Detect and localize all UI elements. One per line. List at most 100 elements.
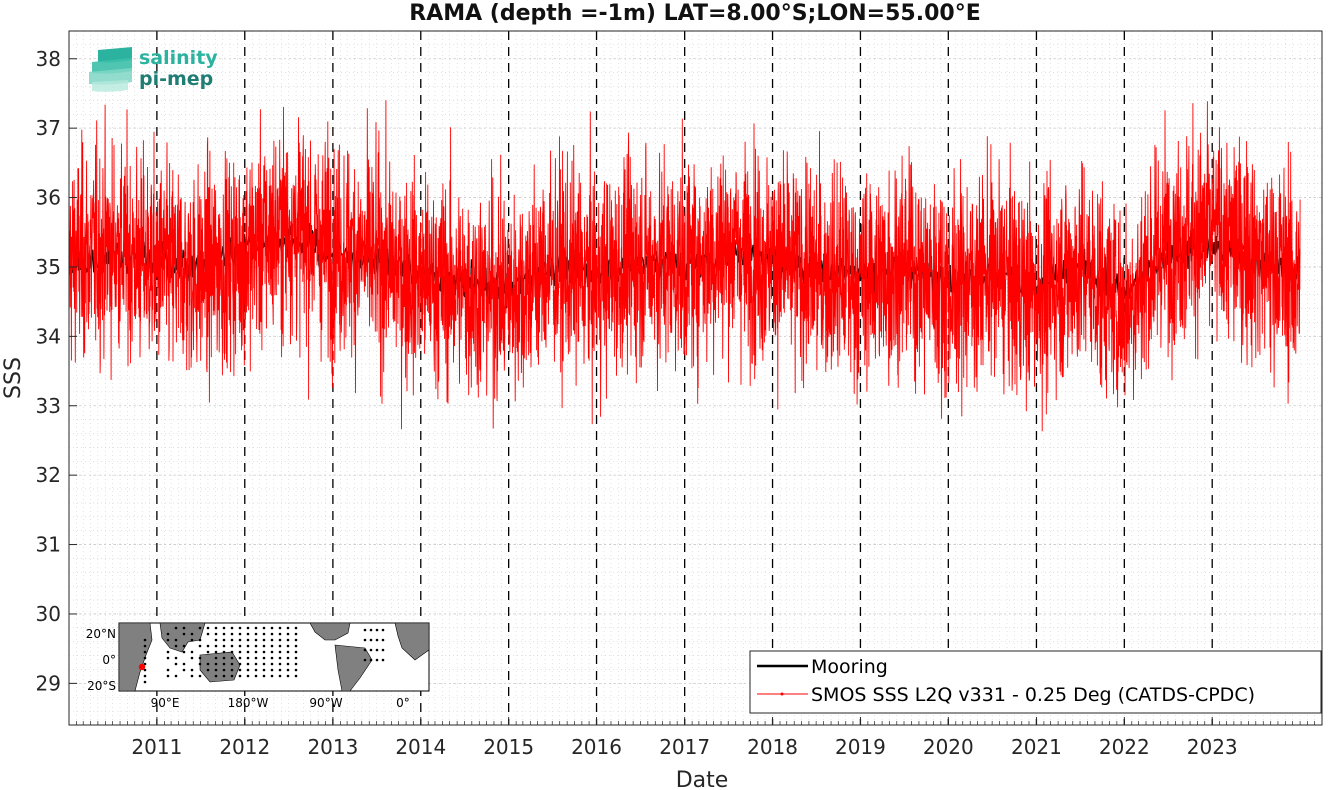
map-lat-label-20n: 20°N	[86, 627, 116, 641]
x-tick-label: 2013	[307, 735, 358, 759]
array-dot	[262, 668, 266, 672]
series-line-smos	[68, 100, 1301, 432]
array-dot	[270, 638, 274, 642]
array-dot	[182, 632, 186, 636]
array-dot	[174, 662, 178, 666]
array-dot	[294, 668, 298, 672]
legend-swatch-smos-marker	[780, 692, 784, 696]
array-dot	[286, 662, 290, 666]
array-dot	[262, 662, 266, 666]
array-dot	[198, 662, 202, 666]
array-dot	[363, 638, 367, 642]
array-dot	[381, 628, 385, 632]
array-dot	[278, 626, 282, 630]
map-lon-label-0: 0°	[396, 696, 410, 710]
array-dot	[206, 644, 210, 648]
array-dot	[222, 674, 226, 678]
array-dot	[270, 650, 274, 654]
y-tick-label: 37	[36, 116, 61, 140]
map-lat-label-20s: 20°S	[87, 679, 116, 693]
array-dot	[174, 656, 178, 660]
array-dot	[230, 662, 234, 666]
legend-label-smos: SMOS SSS L2Q v331 - 0.25 Deg (CATDS-CPDC…	[811, 684, 1255, 706]
array-dot	[286, 650, 290, 654]
array-dot	[190, 674, 194, 678]
array-dot	[286, 674, 290, 678]
array-dot	[286, 632, 290, 636]
series-smos	[68, 100, 1301, 432]
array-dot	[262, 638, 266, 642]
x-tick-label: 2019	[835, 735, 886, 759]
array-dot	[381, 638, 385, 642]
y-tick-label: 31	[36, 533, 61, 557]
array-dot	[174, 626, 178, 630]
array-dot	[214, 632, 218, 636]
array-dot	[278, 662, 282, 666]
year-boundary-lines	[156, 31, 1213, 725]
array-dot	[198, 638, 202, 642]
array-dot	[381, 648, 385, 652]
array-dot	[254, 650, 258, 654]
array-dot	[286, 626, 290, 630]
plot-area	[69, 31, 1322, 725]
array-dot	[230, 650, 234, 654]
array-dot	[174, 644, 178, 648]
array-dot	[238, 632, 242, 636]
array-dot	[214, 656, 218, 660]
array-dot	[214, 626, 218, 630]
array-dot	[278, 638, 282, 642]
array-dot	[238, 662, 242, 666]
x-tick-label: 2012	[219, 735, 270, 759]
array-dot	[198, 656, 202, 660]
array-dot	[190, 632, 194, 636]
array-dot	[238, 650, 242, 654]
array-dot	[363, 628, 367, 632]
legend-label-mooring: Mooring	[811, 656, 888, 678]
array-dot	[294, 656, 298, 660]
array-dot	[363, 648, 367, 652]
array-dot	[254, 674, 258, 678]
x-tick-label: 2016	[571, 735, 622, 759]
array-dot	[182, 668, 186, 672]
array-dot	[230, 626, 234, 630]
array-dot	[222, 668, 226, 672]
array-dot	[246, 650, 250, 654]
legend: Mooring SMOS SSS L2Q v331 - 0.25 Deg (CA…	[749, 650, 1322, 714]
array-dot	[143, 680, 147, 684]
plot-border	[68, 30, 1323, 726]
array-dot	[198, 626, 202, 630]
array-dot	[286, 656, 290, 660]
y-tick-label: 38	[36, 47, 61, 71]
legend-box	[749, 650, 1322, 714]
y-tick-label: 36	[36, 186, 61, 210]
array-dot	[222, 638, 226, 642]
array-dot	[254, 632, 258, 636]
array-dot	[182, 662, 186, 666]
array-dot	[270, 674, 274, 678]
array-dot	[278, 668, 282, 672]
array-dot	[166, 656, 170, 660]
array-dot	[278, 632, 282, 636]
x-tick-label: 2020	[923, 735, 974, 759]
array-dot	[294, 638, 298, 642]
array-dot	[214, 644, 218, 648]
selected-mooring-marker	[138, 663, 146, 671]
array-dot	[246, 632, 250, 636]
array-dot	[278, 644, 282, 648]
array-dot	[222, 644, 226, 648]
north-america-shape	[309, 622, 351, 641]
map-lon-label-90e: 90°E	[151, 696, 180, 710]
array-dot	[214, 638, 218, 642]
array-dot	[143, 638, 147, 642]
array-dot	[294, 626, 298, 630]
array-dot	[246, 644, 250, 648]
array-dot	[198, 674, 202, 678]
array-dot	[262, 650, 266, 654]
array-dot	[143, 662, 147, 666]
array-dot	[270, 644, 274, 648]
map-lon-label-90w: 90°W	[309, 696, 342, 710]
logo-text-pimep: pi-mep	[139, 68, 213, 90]
x-tick-label: 2014	[395, 735, 446, 759]
array-dot	[254, 662, 258, 666]
x-axis-label: Date	[676, 768, 729, 790]
